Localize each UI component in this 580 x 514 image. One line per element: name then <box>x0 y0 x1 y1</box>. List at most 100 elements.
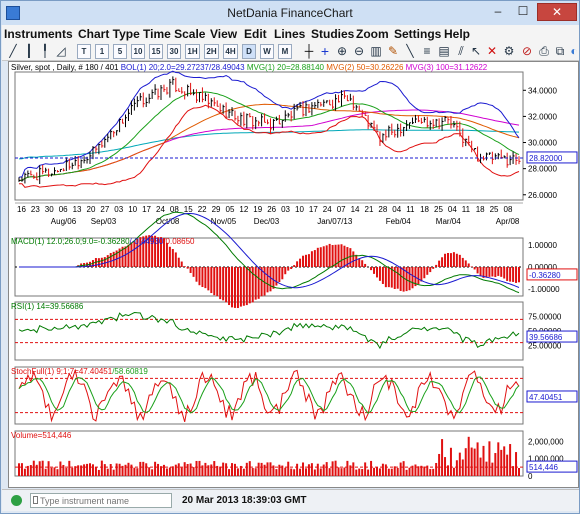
legend-macd: MACD(1) 12.0;26.0;9.0=-0.36280 <box>11 237 130 246</box>
macd-tick-label: 1.00000 <box>528 241 557 250</box>
print-icon[interactable]: ⎙ <box>539 44 549 58</box>
menu-view[interactable]: View <box>210 27 238 41</box>
timescale-1h-button[interactable]: 1H <box>185 44 200 59</box>
timescale-4h-button[interactable]: 4H <box>223 44 238 59</box>
timescale-1-button[interactable]: 1 <box>95 44 109 59</box>
macd-signal-line <box>19 213 520 289</box>
timescale-10-button[interactable]: 10 <box>131 44 145 59</box>
date-tick-label: 03 <box>114 205 123 214</box>
timescale-monthly-button[interactable]: M <box>278 44 292 59</box>
timescale-15-button[interactable]: 15 <box>149 44 163 59</box>
date-tick-label: 24 <box>156 205 165 214</box>
toolbar: ╱ ┃ ╿ ◿ T 1 5 10 15 30 1H 2H 4H D W M ┼ … <box>2 43 579 61</box>
menu-studies[interactable]: Studies <box>311 27 355 41</box>
date-tick-label: 13 <box>73 205 82 214</box>
date-tick-label: 16 <box>17 205 26 214</box>
menu-chart-type[interactable]: Chart Type <box>78 27 140 41</box>
month-tick-label: Feb/04 <box>386 217 411 226</box>
no-icon[interactable]: ⊘ <box>521 44 533 58</box>
maximize-button[interactable]: ☐ <box>517 4 529 18</box>
timescale-tick-button[interactable]: T <box>77 44 91 59</box>
crosshair-icon[interactable]: + <box>320 43 330 59</box>
month-tick-label: Aug/06 <box>51 217 77 226</box>
date-tick-label: 25 <box>434 205 443 214</box>
rsi-value-label: 39.56686 <box>529 333 563 342</box>
instrument-search[interactable] <box>30 493 172 508</box>
menu-help[interactable]: Help <box>444 27 471 41</box>
date-tick-label: 05 <box>226 205 235 214</box>
window-title: NetDania FinanceChart <box>227 6 353 20</box>
mvg20-line <box>18 91 520 181</box>
date-tick-label: 10 <box>295 205 304 214</box>
menu-settings[interactable]: Settings <box>394 27 442 41</box>
legend-mvg20: MVG(1) 20=28.88140 <box>246 63 324 72</box>
timescale-daily-button[interactable]: D <box>242 44 256 59</box>
fibonacci-icon[interactable]: ≡ <box>423 44 431 58</box>
menu-lines[interactable]: Lines <box>274 27 306 41</box>
macd-tick-label: -1.00000 <box>528 285 560 294</box>
date-tick-label: 14 <box>351 205 360 214</box>
move-icon[interactable]: ┼ <box>304 44 314 58</box>
bar-chart-icon[interactable]: ┃ <box>25 44 33 58</box>
text-icon[interactable]: ▤ <box>438 44 450 58</box>
month-tick-label: Jan/07/13 <box>317 217 353 226</box>
line-chart-icon[interactable]: ╱ <box>9 44 17 58</box>
legend-volume: Volume=514,446 <box>11 431 72 440</box>
month-tick-label: Nov/05 <box>211 217 237 226</box>
macd-value-box <box>526 268 578 281</box>
menu-zoom[interactable]: Zoom <box>356 27 389 41</box>
cursor-icon[interactable]: ↖ <box>470 44 482 58</box>
chart-area[interactable]: 34.0000 32.0000 30.0000 28.0000 26.0000 28.82… <box>8 61 579 488</box>
date-tick-label: 22 <box>198 205 207 214</box>
pencil-icon[interactable]: ✎ <box>387 44 399 58</box>
menu-edit[interactable]: Edit <box>244 27 267 41</box>
timescale-weekly-button[interactable]: W <box>260 44 274 59</box>
title-bar[interactable]: NetDania FinanceChart – ☐ ✕ <box>1 1 579 25</box>
date-tick-label: 24 <box>323 205 332 214</box>
instrument-input[interactable] <box>40 494 168 507</box>
menu-instruments[interactable]: Instruments <box>4 27 73 41</box>
zoom-out-icon[interactable]: ⊖ <box>353 44 365 58</box>
date-tick-label: 11 <box>406 205 415 214</box>
app-icon <box>6 6 20 20</box>
month-tick-label: Sep/03 <box>91 217 117 226</box>
date-tick-label: 30 <box>45 205 54 214</box>
close-button[interactable]: ✕ <box>537 3 577 21</box>
studies-icon[interactable]: ▥ <box>370 44 382 58</box>
month-tick-label: Dec/03 <box>254 217 280 226</box>
mvg100-line <box>18 109 520 181</box>
trend-line-icon[interactable]: ╲ <box>406 44 414 58</box>
menu-bar: Instruments Chart Type Time Scale View E… <box>2 25 579 43</box>
stoch-k-line <box>18 368 520 423</box>
channel-icon[interactable]: ⫽ <box>458 44 464 58</box>
legend-mvg100: MVG(3) 100=31.12622 <box>405 63 488 72</box>
date-tick-label: 29 <box>212 205 221 214</box>
zoom-in-icon[interactable]: ⊕ <box>336 44 348 58</box>
area-chart-icon[interactable]: ◿ <box>56 44 66 58</box>
datetime-display: 20 Mar 2013 18:39:03 GMT <box>182 495 307 506</box>
timescale-2h-button[interactable]: 2H <box>204 44 219 59</box>
minimize-button[interactable]: – <box>494 4 502 18</box>
chart-canvas[interactable]: 34.0000 32.0000 30.0000 28.0000 26.0000 28.82… <box>9 62 580 489</box>
candlestick-icon[interactable]: ╿ <box>41 44 49 58</box>
stoch-panel-frame <box>14 366 524 425</box>
rsi-line <box>18 311 520 350</box>
price-tick-label: 34.0000 <box>528 86 557 95</box>
timescale-5-button[interactable]: 5 <box>113 44 127 59</box>
macd-tick-label: 0.00000 <box>528 263 557 272</box>
delete-icon[interactable]: ✕ <box>486 44 498 58</box>
stoch-legend: StochFull(1) 9;1;7=47.40451/58.60819 <box>11 367 148 376</box>
volume-tick-label: 1,000,000 <box>528 455 564 464</box>
volume-tick-label: 2,000,000 <box>528 437 564 446</box>
timescale-30-button[interactable]: 30 <box>167 44 181 59</box>
date-tick-label: 04 <box>392 205 401 214</box>
mvg200-line <box>18 129 520 160</box>
document-icon <box>33 496 38 504</box>
menu-time-scale[interactable]: Time Scale <box>143 27 206 41</box>
settings-icon[interactable]: ⚙ <box>503 44 515 58</box>
vol-panel-frame <box>14 430 524 477</box>
copy-icon[interactable]: ⧉ <box>555 44 565 58</box>
date-tick-label: 23 <box>31 205 40 214</box>
date-tick-label: 15 <box>184 205 193 214</box>
nav-icon[interactable]: ◐ <box>570 44 578 58</box>
